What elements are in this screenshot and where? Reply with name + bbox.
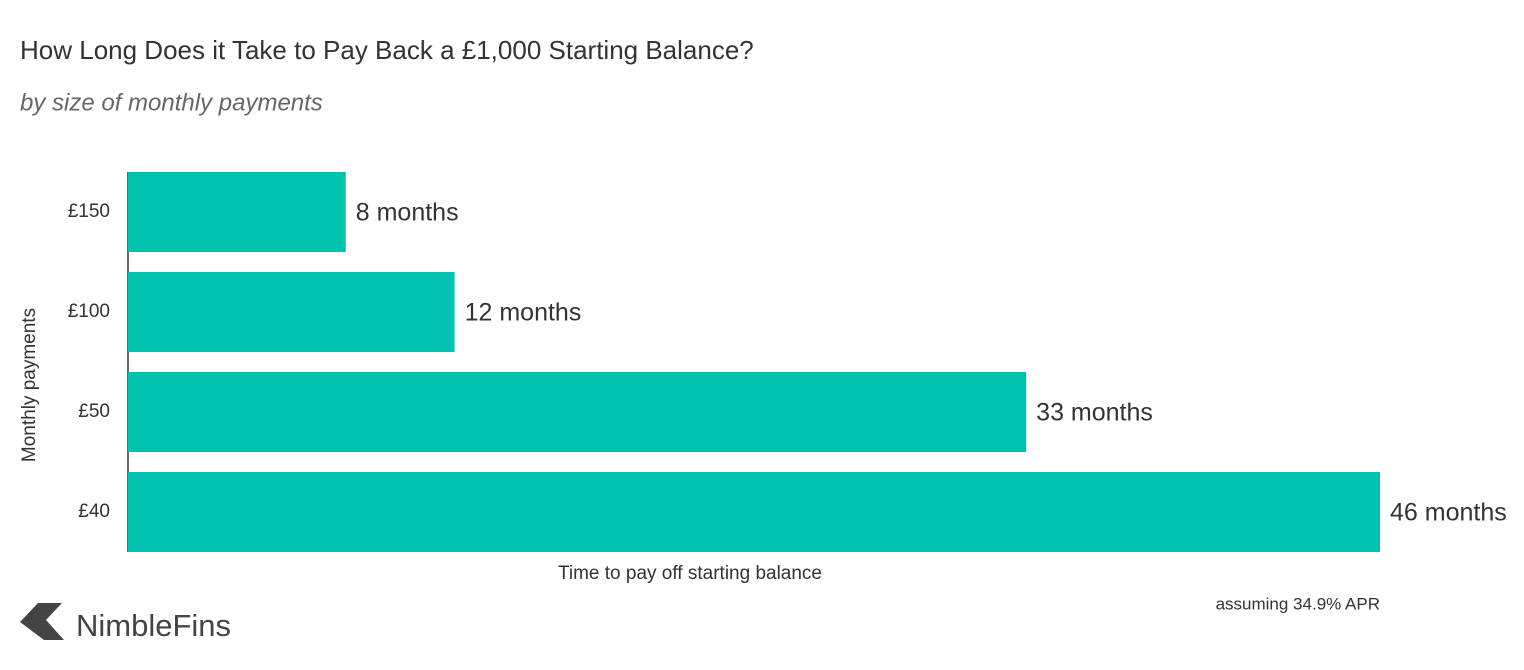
- y-tick-label: £100: [68, 301, 110, 322]
- bar: [128, 272, 455, 352]
- chart-title: How Long Does it Take to Pay Back a £1,0…: [20, 35, 754, 65]
- y-tick-label: £40: [78, 501, 110, 522]
- bar: [128, 372, 1027, 452]
- x-axis-title: Time to pay off starting balance: [558, 563, 822, 584]
- brand-name: NimbleFins: [76, 608, 231, 643]
- brand-logo: NimbleFins: [20, 603, 231, 643]
- y-tick-label: £150: [68, 201, 110, 222]
- y-axis-title: Monthly payments: [19, 308, 40, 462]
- chart-subtitle: by size of monthly payments: [20, 89, 323, 116]
- value-label: 8 months: [356, 199, 459, 227]
- bar: [128, 172, 346, 252]
- chart-note: assuming 34.9% APR: [1216, 594, 1380, 613]
- value-label: 46 months: [1390, 499, 1507, 527]
- bar: [128, 472, 1380, 552]
- value-label: 12 months: [465, 299, 582, 327]
- y-tick-label: £50: [78, 401, 110, 422]
- logo-mark: [20, 603, 64, 640]
- value-label: 33 months: [1036, 399, 1153, 427]
